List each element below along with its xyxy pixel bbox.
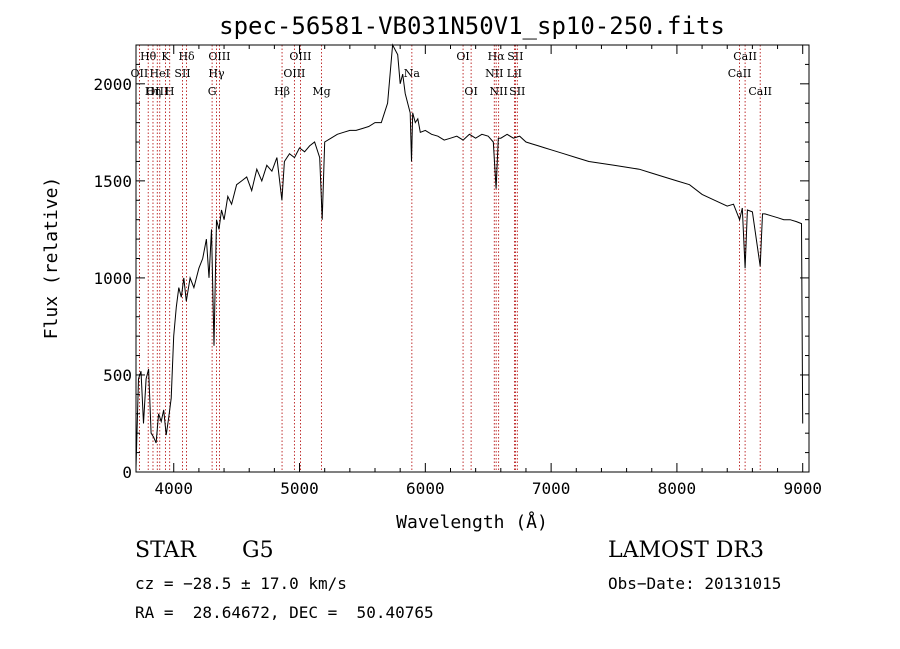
line-label-11: G (208, 85, 217, 98)
line-label-9: OIII (208, 50, 230, 63)
line-label-5: Hη (145, 85, 161, 98)
x-tick-label-3: 7000 (532, 479, 571, 498)
line-label-1: OII (131, 67, 149, 80)
line-label-22: LiI (507, 67, 522, 80)
ra-dec-coordinates: RA = 28.64672, DEC = 50.40765 (135, 603, 434, 622)
line-label-4: HeI (150, 67, 170, 80)
line-label-2: OIII (146, 85, 168, 98)
line-label-17: OI (456, 50, 469, 63)
line-label-27: CaII (748, 85, 772, 98)
y-tick-label-2: 1000 (93, 269, 132, 288)
y-tick-label-4: 2000 (93, 75, 132, 94)
y-tick-label-1: 500 (103, 366, 132, 385)
chart-title: spec-56581-VB031N50V1_sp10-250.fits (219, 12, 725, 40)
y-axis-label: Flux (relative) (41, 177, 62, 340)
line-label-21: NII (485, 67, 503, 80)
survey-name: LAMOST DR3 (608, 538, 764, 563)
line-label-20: SII (507, 50, 523, 63)
x-tick-label-5: 9000 (783, 479, 822, 498)
line-label-6: SII (174, 67, 190, 80)
y-tick-label-3: 1500 (93, 172, 132, 191)
line-label-15: Mg (312, 85, 330, 98)
line-label-13: OIII (289, 50, 311, 63)
x-tick-label-0: 4000 (154, 479, 193, 498)
axes: 4000 5000 6000 7000 8000 9000 0 500 1000 1500 2000 (93, 45, 822, 498)
line-label-25: CaII (733, 50, 757, 63)
x-axis-label: Wavelength (Å) (396, 511, 548, 533)
line-label-12: Hβ (274, 85, 290, 98)
line-label-26: CaII (728, 67, 752, 80)
line-label-23: NII (490, 85, 508, 98)
line-label-3: K (161, 50, 170, 63)
object-class: STAR (135, 538, 196, 563)
line-label-14: OIII (283, 67, 305, 80)
observation-date: Obs−Date: 20131015 (608, 574, 782, 593)
line-label-19: Hα (488, 50, 506, 63)
line-label-18: OI (464, 85, 477, 98)
line-label-24: SII (509, 85, 525, 98)
y-tick-label-0: 0 (122, 463, 132, 482)
x-tick-label-2: 6000 (406, 479, 445, 498)
line-label-16: Na (404, 67, 421, 80)
line-label-8: Hδ (178, 50, 195, 63)
plot-frame (135, 44, 810, 473)
line-label-10: Hγ (208, 67, 225, 80)
x-tick-label-1: 5000 (280, 479, 319, 498)
line-label-0: Hθ (140, 50, 157, 63)
flux-series-line (135, 43, 804, 469)
redshift-cz: cz = −28.5 ± 17.0 km/s (135, 574, 347, 593)
x-tick-label-4: 8000 (658, 479, 697, 498)
emission-line-markers: Hθ OII OIII K HeI Hη SII H Hδ OIII Hγ G Hβ OIII OIII Mg… (131, 45, 772, 472)
object-subclass: G5 (242, 538, 274, 563)
line-label-7: H (165, 85, 175, 98)
